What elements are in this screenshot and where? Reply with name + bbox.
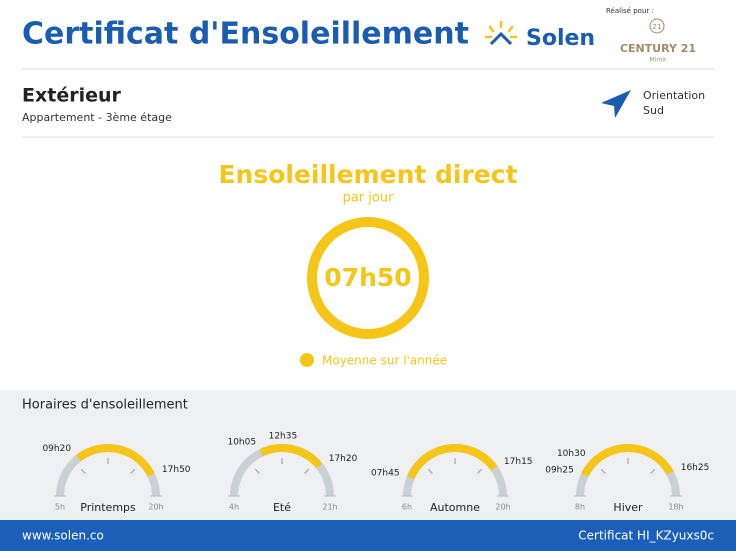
gauge-sun-arc bbox=[581, 444, 674, 478]
gauge-max: 18h bbox=[668, 503, 683, 512]
summary-value: 07h50 bbox=[324, 263, 411, 292]
orientation: Sud bbox=[643, 104, 664, 117]
gauge-tick bbox=[80, 468, 86, 474]
gauge-max: 20h bbox=[495, 503, 510, 512]
sun-time: 10h05 bbox=[227, 437, 256, 447]
agency-logo: 21 bbox=[653, 23, 662, 31]
agency-seal bbox=[649, 18, 665, 34]
made-for: Réalisé pour : bbox=[606, 7, 654, 15]
gauge-min: 4h bbox=[229, 503, 239, 512]
orientation-arrow bbox=[601, 90, 631, 118]
gauge-sun-arc bbox=[406, 444, 498, 480]
season-name: Automne bbox=[430, 501, 480, 514]
legend-dot bbox=[300, 353, 314, 367]
gauge-sun-arc bbox=[259, 444, 323, 469]
title: Certificat d'Ensoleillement bbox=[22, 17, 469, 52]
summary-ring bbox=[307, 217, 429, 339]
gauge-tick bbox=[600, 468, 606, 474]
summary-title: Ensoleillement direct bbox=[218, 160, 517, 189]
gauge-tick bbox=[304, 468, 310, 474]
gauge-max: 20h bbox=[148, 503, 163, 512]
property-type: Extérieur bbox=[22, 85, 121, 107]
gauge-tick bbox=[650, 468, 656, 474]
website: www.solen.co bbox=[22, 529, 104, 543]
sun-time: 09h25 bbox=[545, 466, 574, 476]
hours-title: Horaires d'ensoleillement bbox=[22, 398, 188, 413]
orientation-label: Orientation bbox=[643, 89, 705, 102]
agency: CENTURY 21 bbox=[620, 42, 696, 55]
gauge-min: 6h bbox=[402, 503, 412, 512]
certificate-id: Certificat HI_KZyuxs0c bbox=[578, 529, 714, 543]
sun-time: 07h45 bbox=[371, 469, 400, 479]
gauge-tick bbox=[477, 468, 483, 474]
sun-time: 09h20 bbox=[42, 444, 71, 454]
sun-time: 17h50 bbox=[162, 465, 191, 475]
footer bbox=[0, 520, 736, 551]
gauge-tick bbox=[130, 468, 136, 474]
solen-logo bbox=[484, 20, 518, 39]
gauge-tick bbox=[427, 468, 433, 474]
brand: Solen bbox=[526, 26, 595, 51]
summary-subtitle: par jour bbox=[343, 191, 395, 206]
gauge-sun-arc bbox=[75, 444, 155, 477]
hours-panel bbox=[0, 390, 736, 521]
solen-roof bbox=[489, 31, 513, 46]
gauge-min: 8h bbox=[575, 503, 585, 512]
gauge-min: 5h bbox=[55, 503, 65, 512]
gauges: 5h 20h Printemps 09h20 17h50 4h 21h Eté 10h05 12h… bbox=[42, 432, 709, 514]
season-name: Eté bbox=[273, 501, 291, 514]
gauge-tick bbox=[254, 468, 260, 474]
season-name: Printemps bbox=[80, 501, 136, 514]
sun-time: 10h30 bbox=[557, 449, 586, 459]
sun-time: 16h25 bbox=[681, 463, 710, 473]
sun-time: 12h35 bbox=[269, 432, 298, 442]
legend: Moyenne sur l'année bbox=[322, 354, 447, 368]
season-name: Hiver bbox=[613, 501, 643, 514]
agency-city: Miroir bbox=[650, 57, 668, 64]
gauge-max: 21h bbox=[322, 503, 337, 512]
sun-time: 17h20 bbox=[329, 454, 358, 464]
property-description: Appartement - 3ème étage bbox=[22, 111, 172, 124]
sun-time: 17h15 bbox=[504, 457, 533, 467]
